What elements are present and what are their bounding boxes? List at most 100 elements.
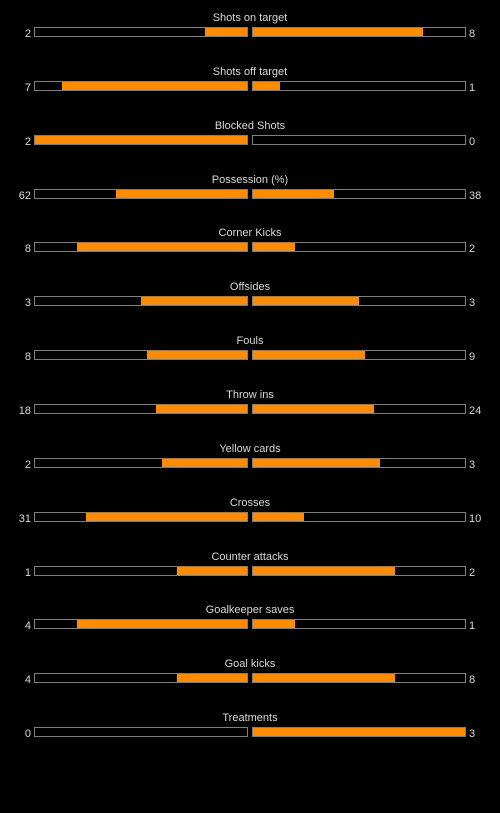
stat-label: Throw ins xyxy=(226,389,274,401)
away-bar xyxy=(252,404,466,414)
home-bar-fill xyxy=(162,459,247,467)
home-bar-fill xyxy=(177,674,247,682)
away-bar xyxy=(252,135,466,145)
away-value: 3 xyxy=(469,297,476,309)
home-bar-fill xyxy=(141,297,247,305)
home-bar xyxy=(34,673,248,683)
away-bar xyxy=(252,566,466,576)
stat-row: Treatments 0 3 xyxy=(0,706,500,740)
home-value: 2 xyxy=(24,28,31,40)
away-value: 24 xyxy=(469,405,482,417)
away-bar-fill xyxy=(253,513,304,521)
away-value: 10 xyxy=(469,513,482,525)
away-bar xyxy=(252,242,466,252)
away-bar xyxy=(252,727,466,737)
away-bar-fill xyxy=(253,728,465,736)
away-bar-fill xyxy=(253,620,296,628)
stat-row: Counter attacks 1 2 xyxy=(0,545,500,579)
away-bar-fill xyxy=(253,459,381,467)
away-value: 8 xyxy=(469,674,476,686)
stat-label: Fouls xyxy=(236,335,264,347)
home-bar xyxy=(34,27,248,37)
away-bar xyxy=(252,673,466,683)
home-bar xyxy=(34,135,248,145)
away-bar-fill xyxy=(253,405,374,413)
away-bar xyxy=(252,458,466,468)
stat-row: Blocked Shots 2 0 xyxy=(0,114,500,148)
stat-label: Counter attacks xyxy=(211,551,289,563)
home-bar-fill xyxy=(85,513,247,521)
stat-label: Goalkeeper saves xyxy=(205,604,295,616)
home-value: 4 xyxy=(24,620,31,632)
home-value: 31 xyxy=(18,513,31,525)
stat-row: Shots off target 7 1 xyxy=(0,60,500,94)
away-bar xyxy=(252,619,466,629)
home-value: 18 xyxy=(18,405,31,417)
home-bar xyxy=(34,296,248,306)
home-bar xyxy=(34,566,248,576)
away-value: 3 xyxy=(469,728,476,740)
home-bar-fill xyxy=(155,405,247,413)
stat-row: Corner Kicks 8 2 xyxy=(0,221,500,255)
home-bar-fill xyxy=(147,351,247,359)
stat-row: Yellow cards 2 3 xyxy=(0,437,500,471)
stat-label: Treatments xyxy=(222,712,278,724)
away-bar-fill xyxy=(253,297,359,305)
stat-row: Goal kicks 4 8 xyxy=(0,652,500,686)
stat-row: Offsides 3 3 xyxy=(0,275,500,309)
home-value: 4 xyxy=(24,674,31,686)
home-bar-fill xyxy=(204,28,247,36)
stat-label: Crosses xyxy=(229,497,271,509)
home-bar-fill xyxy=(61,82,247,90)
stat-row: Possession (%) 62 38 xyxy=(0,168,500,202)
away-bar xyxy=(252,512,466,522)
home-bar-fill xyxy=(77,620,247,628)
away-value: 1 xyxy=(469,82,476,94)
home-bar xyxy=(34,512,248,522)
away-value: 2 xyxy=(469,567,476,579)
home-bar-fill xyxy=(77,243,247,251)
away-bar-fill xyxy=(253,674,396,682)
home-value: 1 xyxy=(24,567,31,579)
stat-row: Fouls 8 9 xyxy=(0,329,500,363)
stat-row: Crosses 31 10 xyxy=(0,491,500,525)
home-value: 2 xyxy=(24,136,31,148)
away-bar xyxy=(252,296,466,306)
stat-label: Goal kicks xyxy=(224,658,276,670)
home-value: 7 xyxy=(24,82,31,94)
away-value: 2 xyxy=(469,243,476,255)
away-value: 0 xyxy=(469,136,476,148)
away-bar-fill xyxy=(253,243,296,251)
away-bar-fill xyxy=(253,190,334,198)
home-bar xyxy=(34,458,248,468)
home-bar xyxy=(34,242,248,252)
stat-label: Shots on target xyxy=(212,12,288,24)
home-value: 62 xyxy=(18,190,31,202)
away-bar xyxy=(252,350,466,360)
stat-row: Shots on target 2 8 xyxy=(0,6,500,40)
away-bar-fill xyxy=(253,567,396,575)
home-value: 3 xyxy=(24,297,31,309)
home-value: 8 xyxy=(24,351,31,363)
stat-label: Shots off target xyxy=(212,66,288,78)
away-bar xyxy=(252,27,466,37)
home-bar-fill xyxy=(35,136,247,144)
stat-label: Yellow cards xyxy=(219,443,281,455)
stat-row: Goalkeeper saves 4 1 xyxy=(0,598,500,632)
away-bar-fill xyxy=(253,82,280,90)
home-bar-fill xyxy=(115,190,247,198)
home-value: 2 xyxy=(24,459,31,471)
home-value: 8 xyxy=(24,243,31,255)
stat-label: Corner Kicks xyxy=(218,227,282,239)
stat-label: Offsides xyxy=(229,281,271,293)
home-bar-fill xyxy=(177,567,247,575)
home-bar xyxy=(34,404,248,414)
home-bar xyxy=(34,727,248,737)
away-bar xyxy=(252,81,466,91)
home-bar xyxy=(34,619,248,629)
away-value: 38 xyxy=(469,190,482,202)
home-value: 0 xyxy=(24,728,31,740)
stat-label: Possession (%) xyxy=(211,174,289,186)
away-value: 1 xyxy=(469,620,476,632)
